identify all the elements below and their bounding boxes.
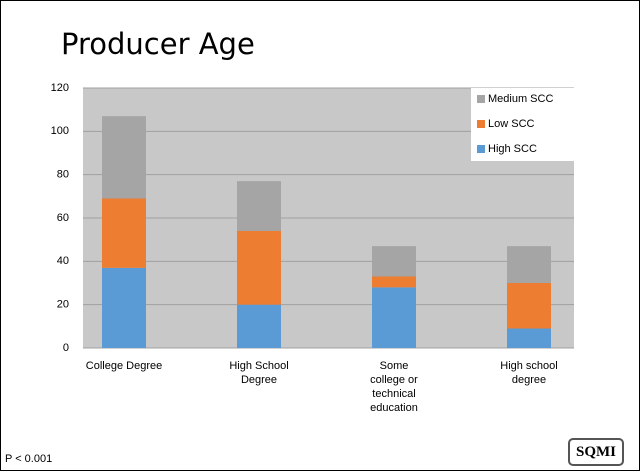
- legend-label: Low SCC: [488, 118, 535, 130]
- y-tick-label: 0: [63, 342, 69, 354]
- bar-segment: [102, 198, 146, 268]
- bar-segment: [372, 276, 416, 288]
- bar-segment: [372, 287, 416, 348]
- y-tick-label: 80: [57, 169, 69, 181]
- bar-segment: [237, 181, 281, 231]
- bar-segment: [237, 304, 281, 348]
- bar-segment: [102, 267, 146, 348]
- legend-swatch: [477, 145, 485, 153]
- bar-segment: [507, 246, 551, 283]
- chart-title: Producer Age: [61, 27, 255, 61]
- annotation: P < 0.001: [5, 453, 53, 465]
- x-tick-label: College Degree: [85, 360, 163, 372]
- legend-label: Medium SCC: [488, 93, 553, 105]
- x-tick-label: Some college or technical education: [370, 360, 418, 414]
- legend-swatch: [477, 120, 485, 128]
- x-tick-label: High School Degree: [229, 360, 289, 386]
- x-tick-label: High school degree: [500, 360, 558, 386]
- bar-segment: [507, 283, 551, 329]
- legend-swatch: [477, 95, 485, 103]
- bar-segment: [507, 328, 551, 348]
- legend-label: High SCC: [488, 143, 537, 155]
- y-tick-label: 20: [57, 299, 69, 311]
- y-tick-label: 60: [57, 212, 69, 224]
- y-tick-label: 120: [51, 82, 69, 94]
- bar-segment: [372, 246, 416, 277]
- legend-box: [471, 88, 574, 161]
- bar-segment: [237, 231, 281, 305]
- y-tick-label: 40: [57, 255, 69, 267]
- bar-segment: [102, 116, 146, 199]
- y-tick-label: 100: [51, 125, 69, 137]
- logo: SQMI: [568, 438, 624, 466]
